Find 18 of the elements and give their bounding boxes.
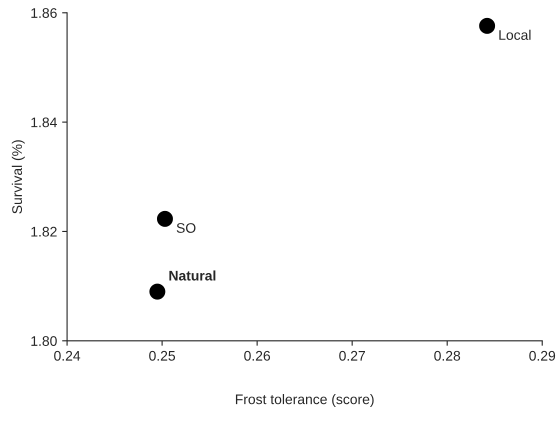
- annotation: Natural: [169, 270, 216, 281]
- y-tick-label: 1.82: [31, 226, 57, 237]
- x-tick-label: 0.24: [54, 350, 80, 361]
- annotation: SO: [176, 223, 196, 233]
- y-tick-label: 1.84: [31, 117, 57, 128]
- x-axis-title: Frost tolerance (score): [236, 394, 374, 407]
- y-axis-title: Survival (%): [12, 140, 25, 214]
- x-tick-label: 0.28: [434, 350, 460, 361]
- point: [479, 18, 496, 34]
- x-tick-label: 0.26: [244, 350, 270, 361]
- x-tick-label: 0.27: [339, 350, 365, 361]
- point: [156, 210, 173, 227]
- x-tick-label: 0.25: [149, 350, 176, 361]
- y-tick-label: 1.86: [31, 8, 57, 18]
- point: [149, 284, 166, 300]
- y-tick-label: 1.80: [31, 336, 57, 346]
- annotation: Local: [499, 30, 530, 40]
- x-tick-label: 0.29: [529, 350, 556, 361]
